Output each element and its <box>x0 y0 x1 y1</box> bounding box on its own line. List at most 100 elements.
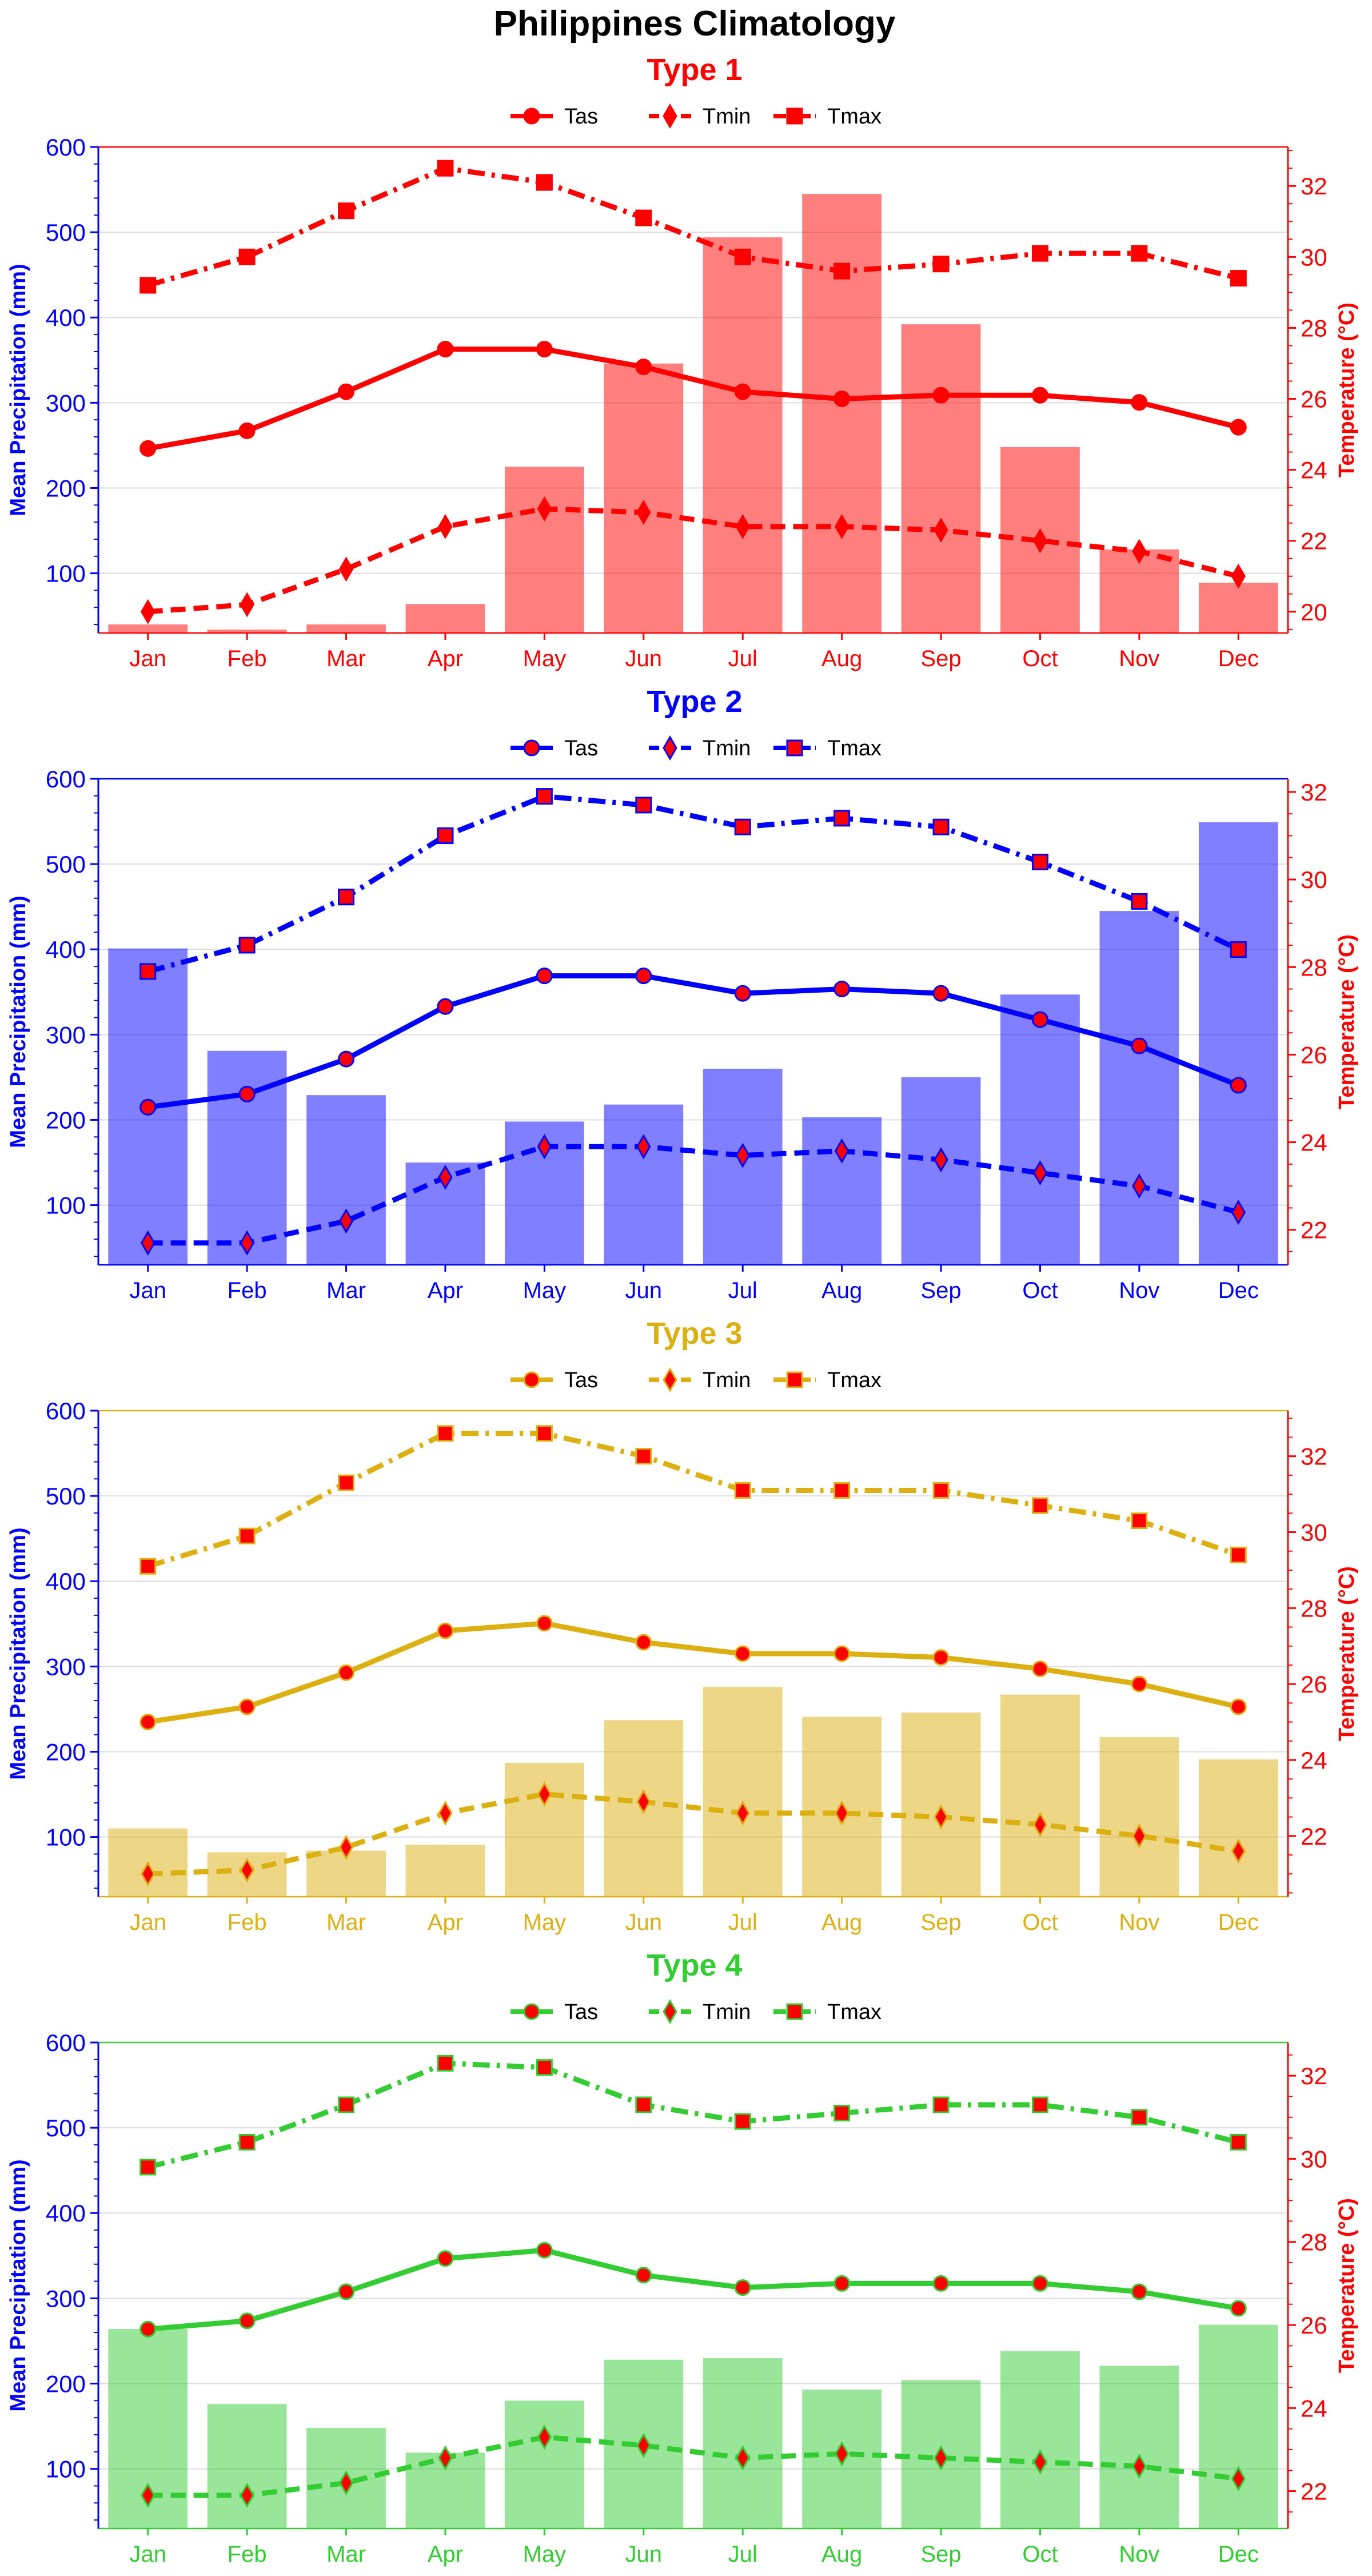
x-tick-label: May <box>523 2542 567 2567</box>
x-tick-label: Mar <box>326 1910 366 1935</box>
tmax-point-jan <box>139 963 157 980</box>
precip-bar-nov <box>1099 2366 1179 2529</box>
panel-title: Type 4 <box>647 1948 742 1982</box>
tas-point-nov <box>1131 2283 1148 2300</box>
tas-point-mar <box>338 2283 355 2300</box>
tmin-point-jan <box>140 1861 155 1887</box>
tmin-point-mar <box>338 1834 354 1860</box>
x-tick-label: Mar <box>326 1278 366 1303</box>
tmin-point-jun <box>636 2432 651 2458</box>
tmin-point-jul <box>735 2445 750 2471</box>
x-tick-label: Aug <box>821 1910 862 1935</box>
x-tick-label: Oct <box>1022 1278 1058 1303</box>
chart-panel-4: Type 4 100 200 300 400 500 600 22 24 26 28 30 32 Jan F… <box>6 1948 1359 2567</box>
y-right-tick-label: 32 <box>1301 1443 1327 1470</box>
tas-point-dec <box>1230 1698 1247 1715</box>
y-right-tick-label: 28 <box>1301 954 1327 981</box>
tmin-point-aug <box>834 1138 849 1164</box>
y-right-tick-label: 28 <box>1301 2229 1327 2256</box>
y-right-tick-label: 22 <box>1301 2478 1327 2505</box>
tas-point-jan <box>139 1098 157 1116</box>
tmax-point-nov <box>1131 245 1148 262</box>
y-right-tick-label: 30 <box>1301 2145 1327 2172</box>
tas-point-oct <box>1031 2275 1048 2292</box>
tmin-point-nov <box>1132 1173 1147 1199</box>
y-left-tick-label: 600 <box>46 1398 86 1424</box>
tas-point-feb <box>238 422 256 439</box>
tmax-point-jul <box>734 248 751 265</box>
tmax-point-may <box>536 2059 553 2076</box>
precip-bar-jul <box>703 1687 783 1897</box>
x-tick-label: Jun <box>625 2542 663 2567</box>
precip-bar-dec <box>1198 822 1278 1265</box>
x-tick-label: Apr <box>428 1278 463 1303</box>
legend-marker-tmin <box>663 1367 677 1392</box>
tmax-point-oct <box>1031 2096 1048 2113</box>
precip-bar-oct <box>1000 1694 1080 1897</box>
tas-point-sep <box>932 387 950 404</box>
y-right-tick-label: 30 <box>1301 866 1327 893</box>
precip-bar-jan <box>108 624 188 633</box>
x-tick-label: Mar <box>326 646 366 671</box>
tas-point-nov <box>1131 1037 1148 1054</box>
x-tick-label: Apr <box>428 2542 463 2567</box>
y-right-tick-label: 32 <box>1301 173 1327 200</box>
legend-label-tmax: Tmax <box>827 105 882 129</box>
y-left-tick-label: 300 <box>46 2285 86 2312</box>
tmin-point-jan <box>140 1230 155 1256</box>
tmin-point-aug <box>834 513 849 539</box>
y-left-tick-label: 200 <box>46 2370 86 2397</box>
x-tick-label: Jan <box>129 2542 166 2567</box>
tmin-point-feb <box>240 592 254 618</box>
tmax-point-mar <box>338 2096 355 2113</box>
y-right-tick-label: 26 <box>1301 2312 1327 2339</box>
x-tick-label: Feb <box>228 2542 267 2567</box>
tmax-point-oct <box>1031 853 1048 870</box>
tmin-point-jul <box>735 1800 750 1826</box>
tas-point-mar <box>338 1050 355 1068</box>
precip-bar-may <box>505 2400 584 2529</box>
tas-point-oct <box>1031 1011 1048 1028</box>
precip-bar-mar <box>306 1095 386 1265</box>
tmax-point-apr <box>437 2055 454 2072</box>
tmin-point-dec <box>1231 563 1246 589</box>
y-left-tick-label: 500 <box>46 2115 86 2141</box>
tmax-point-jun <box>635 209 652 226</box>
tas-point-may <box>536 1615 553 1632</box>
panel-title: Type 3 <box>647 1316 742 1351</box>
series-line-tmax <box>147 165 1239 288</box>
y-right-tick-label: 30 <box>1301 1519 1327 1546</box>
legend-label-tmin: Tmin <box>703 2000 751 2024</box>
x-tick-label: Oct <box>1022 1910 1058 1935</box>
series-line-tas <box>147 2247 1239 2332</box>
series-line-tmin <box>147 1144 1239 1246</box>
tas-point-sep <box>932 1649 950 1666</box>
x-tick-label: Feb <box>228 646 267 671</box>
tas-point-jul <box>734 383 751 400</box>
tas-point-jan <box>139 440 157 457</box>
tmax-point-dec <box>1230 270 1247 287</box>
x-tick-label: Jan <box>129 646 166 671</box>
precip-bar-jul <box>703 237 783 633</box>
x-tick-label: Nov <box>1119 1910 1159 1935</box>
y-left-tick-label: 200 <box>46 475 86 501</box>
tmin-point-mar <box>338 1208 354 1234</box>
y-right-tick-label: 22 <box>1301 1217 1327 1244</box>
tmax-point-jun <box>635 2096 652 2113</box>
legend-label-tmin: Tmin <box>703 1368 751 1392</box>
series-line-tmin <box>147 2434 1239 2498</box>
y-left-axis-label: Mean Precipitation (mm) <box>6 264 30 516</box>
tmin-point-nov <box>1132 539 1147 564</box>
x-tick-label: Jul <box>728 1278 757 1303</box>
tas-point-may <box>536 2241 553 2259</box>
tmax-point-jun <box>635 1448 652 1465</box>
x-tick-label: Jan <box>129 1278 166 1303</box>
legend-label-tas: Tas <box>564 2000 598 2024</box>
tmin-point-aug <box>834 1800 849 1826</box>
tas-point-aug <box>833 2275 851 2292</box>
tas-point-jun <box>635 1634 652 1651</box>
precip-bar-aug <box>802 194 882 633</box>
tas-point-apr <box>437 2250 454 2267</box>
legend-marker-tas <box>523 1371 540 1388</box>
y-left-tick-label: 200 <box>46 1738 86 1765</box>
